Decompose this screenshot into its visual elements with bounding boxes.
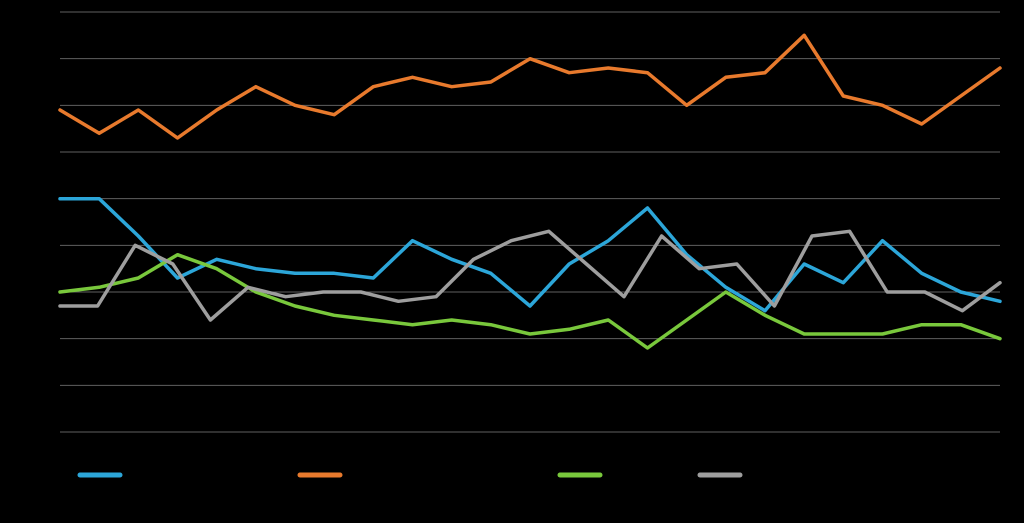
chart-background — [0, 0, 1024, 523]
line-chart — [0, 0, 1024, 523]
